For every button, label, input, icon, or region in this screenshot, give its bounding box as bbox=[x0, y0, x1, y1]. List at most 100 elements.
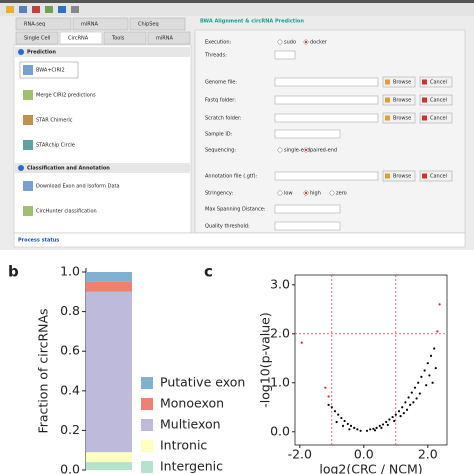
radio-label[interactable]: zero bbox=[336, 191, 347, 197]
title-bar bbox=[0, 0, 474, 3]
text-input[interactable] bbox=[274, 129, 341, 139]
legend-label: Intronic bbox=[160, 438, 207, 453]
field-label: Genome file: bbox=[205, 80, 237, 86]
method-item[interactable]: Download Exon and Isoform Data bbox=[36, 184, 120, 190]
radio[interactable] bbox=[329, 190, 335, 196]
tab[interactable] bbox=[129, 17, 186, 31]
point bbox=[335, 420, 338, 424]
radio-dot bbox=[304, 40, 308, 44]
radio-label[interactable]: single-end bbox=[284, 148, 310, 154]
button[interactable] bbox=[382, 94, 416, 106]
point bbox=[385, 420, 388, 424]
item-icon bbox=[23, 115, 33, 125]
tab-label[interactable]: miRNA bbox=[81, 22, 98, 28]
tab[interactable] bbox=[59, 31, 103, 45]
tab-label[interactable]: Single Cell bbox=[24, 36, 50, 42]
panel-label: b bbox=[8, 263, 19, 281]
software-screenshot: BWA Alignment & circRNA Prediction Proce… bbox=[0, 0, 474, 250]
status-label: Process status bbox=[18, 238, 59, 244]
tab-label[interactable]: RNA-seq bbox=[24, 22, 45, 28]
radio[interactable] bbox=[277, 147, 283, 153]
button[interactable] bbox=[419, 170, 453, 182]
button-label[interactable]: Browse bbox=[393, 116, 411, 122]
radio-label[interactable]: high bbox=[310, 191, 321, 197]
radio[interactable] bbox=[277, 39, 283, 45]
field-label: Stringency: bbox=[205, 191, 234, 197]
y-tick-label: 1.0 bbox=[270, 374, 290, 389]
tab[interactable] bbox=[147, 31, 191, 45]
button[interactable] bbox=[382, 76, 416, 88]
bar-segment bbox=[86, 452, 132, 463]
legend-swatch bbox=[141, 398, 153, 410]
method-item[interactable]: STARchip Circle bbox=[36, 143, 75, 149]
field-label: Scratch folder: bbox=[205, 116, 242, 122]
method-item[interactable]: BWA+CIRI2 bbox=[36, 68, 65, 74]
section-header bbox=[15, 163, 190, 173]
bar-segment bbox=[86, 281, 132, 292]
text-input[interactable] bbox=[274, 171, 379, 181]
x-axis-label: log2(CRC / NCM) bbox=[319, 462, 422, 474]
radio-label[interactable]: paired-end bbox=[310, 148, 337, 154]
tab-label[interactable]: Tools bbox=[111, 36, 125, 42]
text-input[interactable] bbox=[274, 95, 379, 105]
tab[interactable] bbox=[15, 17, 72, 31]
button-label[interactable]: Cancel bbox=[430, 80, 447, 86]
point bbox=[418, 392, 421, 395]
item-icon bbox=[23, 140, 33, 150]
button-label[interactable]: Cancel bbox=[430, 98, 447, 104]
method-item[interactable]: CircHunter classification bbox=[36, 209, 97, 215]
method-item[interactable]: STAR Chimeric bbox=[36, 118, 73, 124]
section-header bbox=[15, 47, 190, 57]
point bbox=[369, 428, 372, 431]
button-label[interactable]: Cancel bbox=[430, 174, 447, 180]
radio-label[interactable]: sudo bbox=[284, 40, 296, 46]
save-icon[interactable] bbox=[19, 6, 27, 13]
text-input[interactable] bbox=[274, 221, 341, 231]
point bbox=[381, 423, 385, 426]
home-icon[interactable] bbox=[71, 6, 79, 13]
tab-label[interactable]: miRNA bbox=[156, 36, 173, 42]
button-label[interactable]: Browse bbox=[393, 174, 411, 180]
radio-label[interactable]: docker bbox=[310, 40, 328, 46]
tab-label[interactable]: CircRNA bbox=[68, 36, 89, 42]
info-icon[interactable] bbox=[58, 6, 66, 13]
point bbox=[330, 406, 333, 409]
method-item[interactable]: Merge CIRI2 predictions bbox=[36, 93, 96, 99]
button-label[interactable]: Cancel bbox=[430, 116, 447, 122]
tool-icon[interactable] bbox=[45, 6, 53, 13]
point bbox=[337, 413, 340, 416]
charts: b Fraction of circRNAs 0.0 0.2 0.4 0.6 0.8 1.0 I… bbox=[8, 263, 448, 474]
button-label[interactable]: Browse bbox=[393, 80, 411, 86]
radio[interactable] bbox=[277, 190, 283, 196]
button[interactable] bbox=[419, 112, 453, 124]
field-label: Annotation file (.gtf): bbox=[205, 174, 258, 180]
point bbox=[391, 415, 394, 419]
point bbox=[359, 429, 362, 432]
bar-segment bbox=[86, 291, 132, 453]
tab[interactable] bbox=[103, 31, 147, 45]
text-input[interactable] bbox=[274, 204, 341, 214]
button-label[interactable]: Browse bbox=[393, 98, 411, 104]
button[interactable] bbox=[419, 94, 453, 106]
text-input[interactable] bbox=[274, 50, 296, 60]
legend-label: Multiexon bbox=[160, 417, 221, 432]
tab[interactable] bbox=[15, 31, 59, 45]
point bbox=[346, 422, 349, 426]
item-icon bbox=[23, 65, 33, 75]
button[interactable] bbox=[382, 112, 416, 124]
point bbox=[431, 381, 434, 384]
button[interactable] bbox=[419, 76, 453, 88]
tab-label[interactable]: ChipSeq bbox=[138, 22, 159, 28]
text-input[interactable] bbox=[274, 77, 379, 87]
cut-icon[interactable] bbox=[32, 6, 40, 13]
y-tick-label: 3.0 bbox=[270, 276, 290, 291]
open-icon[interactable] bbox=[6, 6, 14, 13]
radio-label[interactable]: low bbox=[284, 191, 293, 197]
tab[interactable] bbox=[72, 17, 129, 31]
point bbox=[423, 369, 426, 372]
button[interactable] bbox=[382, 170, 416, 182]
y-tick-label: 2.0 bbox=[270, 325, 290, 340]
point bbox=[412, 401, 415, 404]
text-input[interactable] bbox=[274, 113, 379, 123]
